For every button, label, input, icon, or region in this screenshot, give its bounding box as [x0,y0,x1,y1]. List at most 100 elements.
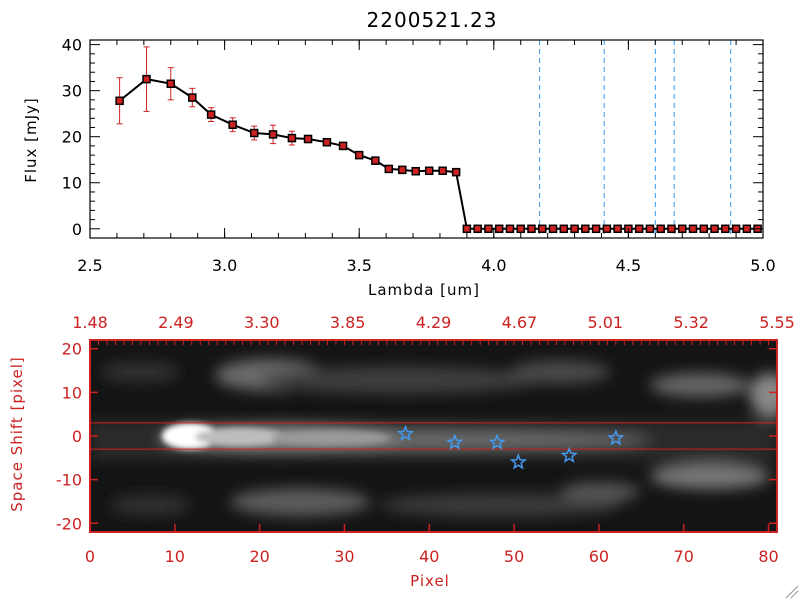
top-axis-tick-label: 4.29 [416,313,452,332]
data-point [677,224,687,234]
x-tick-label: 2.5 [77,256,102,275]
data-point [570,224,579,234]
top-axis-tick-label: 5.01 [587,313,623,332]
data-point [287,133,297,143]
top-axis-tick-label: 5.55 [759,313,795,332]
data-point [371,156,380,165]
data-point [516,224,525,234]
image-trace [162,423,390,449]
y-tick-label: 10 [62,383,82,402]
star-marker [509,453,528,470]
data-point [721,224,730,234]
x-tick-labels: 2.5 3.0 3.5 4.0 4.5 5.0 [77,256,775,275]
extraction-lines [90,422,777,450]
x-tick-label: 4.0 [481,256,506,275]
data-point [411,166,420,176]
x-tick-label: 0 [85,547,95,566]
data-point [322,137,332,147]
x-tick-label: 20 [249,547,269,566]
dashed-lines [466,40,763,238]
y-tick-label: 30 [62,82,82,101]
data-point [559,224,569,234]
data-point [602,224,612,234]
data-point [613,224,622,234]
star-marker [607,429,625,446]
series-line [118,78,758,230]
x-tick-label: 40 [419,547,439,566]
spectrogram-panel: 0 10 20 30 40 50 60 70 80 -20 -10 0 10 20 1.48 2.49 3.… [8,313,795,590]
x-tick-label: 3.5 [346,256,371,275]
data-point [581,224,590,234]
data-point [667,224,676,234]
x-axis-label: Pixel [410,572,450,590]
data-point [303,134,313,144]
x-tick-label: 4.5 [616,256,641,275]
x-tick-label: 70 [674,547,694,566]
x-tick-label: 10 [165,547,185,566]
y-tick-label: 0 [72,427,82,446]
y-tick-label: -20 [56,514,82,533]
data-point [188,93,197,102]
data-point [451,167,461,177]
top-axis-tick-label: 2.49 [158,313,194,332]
y-tick-label: -10 [56,471,82,490]
star-marker [488,433,506,450]
resize-grip-icon[interactable] [785,585,799,599]
star-markers [396,424,625,470]
error-bars [116,46,460,175]
top-axis-tick-labels: 1.48 2.49 3.30 3.85 4.29 4.67 5.01 5.32 5.55 [72,313,795,332]
chart-title: 2200521.23 [367,8,498,32]
top-axis-tick-label: 5.32 [673,313,709,332]
y-tick-label: 20 [62,128,82,147]
y-axis-label: Space Shift [pixel] [8,356,26,512]
data-point [656,224,665,234]
data-point [249,128,259,138]
data-point [548,224,558,234]
data-point [731,224,741,234]
x-tick-label: 60 [589,547,609,566]
data-point [473,224,482,234]
data-point [505,224,515,234]
star-marker [396,424,415,442]
axis-ticks [89,340,778,532]
x-axis-label: Lambda [um] [368,281,480,299]
data-point [527,224,536,234]
data-point [166,79,176,88]
data-point [115,96,124,106]
data-point [398,165,407,175]
y-tick-label: 10 [62,174,82,193]
x-tick-label: 30 [334,547,354,566]
data-point [710,224,719,234]
data-point [494,224,504,234]
y-tick-labels: -20 -10 0 10 20 [56,340,82,534]
data-point [354,150,364,160]
data-point [742,224,752,234]
data-point [462,224,472,234]
data-point [228,120,237,129]
top-axis-tick-label: 1.48 [72,313,108,332]
plot-frame [89,39,764,239]
spectrogram-image [90,340,777,532]
data-point [634,224,644,234]
data-point [268,130,278,139]
top-axis-tick-label: 3.85 [330,313,366,332]
x-tick-label: 3.0 [212,256,237,275]
data-point [338,141,348,151]
data-point [484,224,493,234]
y-axis-label: Flux [mJy] [22,97,40,183]
top-axis-tick-label: 3.30 [244,313,280,332]
y-tick-label: 40 [62,36,82,55]
x-tick-label: 80 [758,547,778,566]
star-marker [446,433,464,450]
top-axis-tick-label: 4.67 [502,313,538,332]
data-point [688,224,698,234]
x-tick-labels: 0 10 20 30 40 50 60 70 80 [85,547,779,566]
axis-ticks [89,40,764,238]
data-point [384,164,394,174]
data-point [206,110,216,119]
y-tick-label: 20 [62,340,82,359]
y-tick-label: 0 [72,220,82,239]
data-point [538,224,547,234]
series-markers [115,74,762,234]
data-point [645,224,655,234]
